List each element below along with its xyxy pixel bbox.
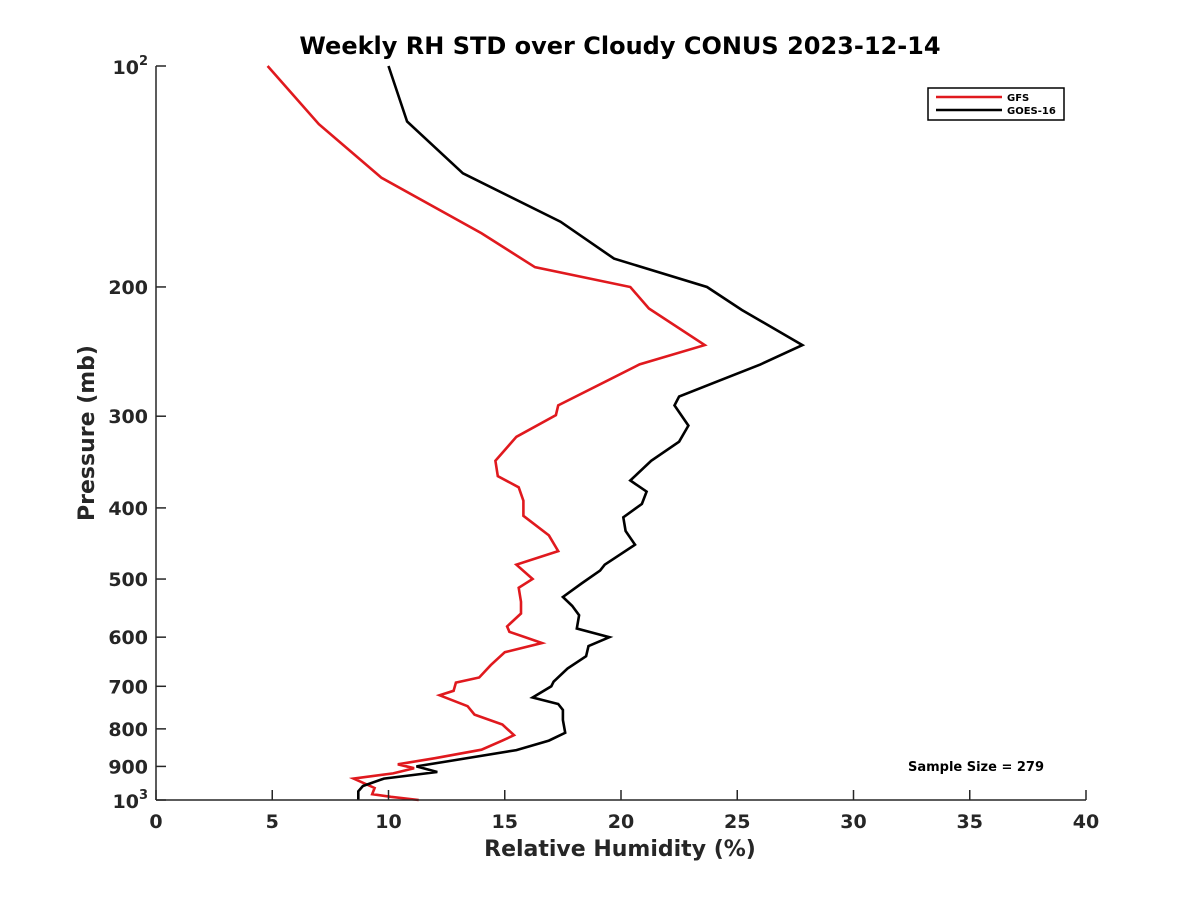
y-tick-label: 400 — [108, 498, 148, 520]
legend-box — [927, 87, 1065, 121]
y-tick-label: 800 — [108, 719, 148, 741]
x-tick-label: 35 — [957, 811, 983, 833]
axes-layer: 0 5 10 15 20 25 30 35 40 102 200 300 400 500 600 700 800… — [108, 54, 1099, 833]
x-tick-label: 30 — [840, 811, 866, 833]
y-tick-label: 700 — [108, 676, 148, 698]
x-axis-label: Relative Humidity (%) — [484, 837, 756, 862]
sample-size-annotation: Sample Size = 279 — [908, 760, 1044, 775]
x-tick-label: 5 — [266, 811, 279, 833]
y-axis-label: Pressure (mb) — [75, 345, 100, 521]
y-tick-label: 200 — [108, 277, 148, 299]
x-tick-label: 40 — [1073, 811, 1099, 833]
legend-label-goes-16: GOES-16 — [1007, 106, 1056, 117]
x-tick-label: 10 — [375, 811, 401, 833]
series-line-gfs — [266, 65, 708, 802]
series-line-goes-16 — [357, 65, 806, 800]
y-tick-label: 102 — [113, 54, 149, 79]
x-tick-label: 25 — [724, 811, 750, 833]
y-tick-label: 300 — [108, 406, 148, 428]
x-tick-label: 15 — [492, 811, 518, 833]
chart-title: Weekly RH STD over Cloudy CONUS 2023-12-… — [299, 32, 940, 60]
y-tick-label: 900 — [108, 756, 148, 778]
y-tick-label: 500 — [108, 569, 148, 591]
legend-label-gfs: GFS — [1007, 93, 1029, 104]
legend: GFS GOES-16 — [927, 87, 1065, 121]
x-tick-label: 20 — [608, 811, 634, 833]
series-layer — [266, 65, 806, 802]
y-tick-label: 600 — [108, 627, 148, 649]
y-tick-label: 103 — [113, 788, 149, 813]
x-tick-label: 0 — [149, 811, 162, 833]
